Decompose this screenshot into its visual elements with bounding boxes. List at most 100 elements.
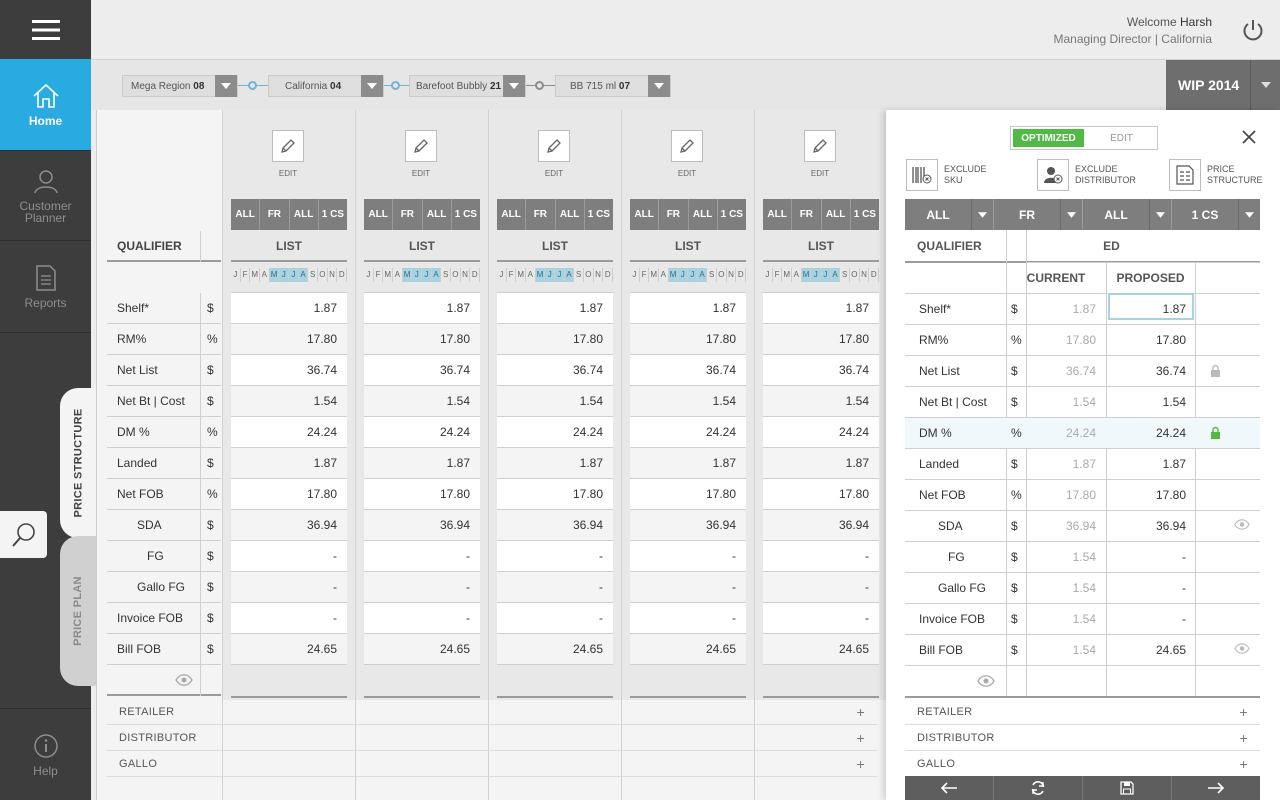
month-toggle[interactable]: A xyxy=(393,268,403,282)
month-toggle[interactable]: M xyxy=(801,268,812,282)
price-value-cell[interactable]: - xyxy=(497,603,613,634)
month-toggle[interactable]: A xyxy=(431,268,442,282)
proposed-value-input[interactable]: 1.54 xyxy=(1162,395,1186,409)
price-value-cell[interactable]: 36.94 xyxy=(763,510,879,541)
plus-icon[interactable]: + xyxy=(856,729,865,746)
month-toggle[interactable]: F xyxy=(241,268,251,282)
price-value-cell[interactable]: 24.24 xyxy=(231,417,347,448)
price-value-cell[interactable]: - xyxy=(630,541,746,572)
month-toggle[interactable]: O xyxy=(584,268,594,282)
price-value-cell[interactable]: 17.80 xyxy=(630,479,746,510)
proposed-value-input[interactable]: 24.65 xyxy=(1155,643,1186,657)
month-toggle[interactable]: A xyxy=(697,268,708,282)
price-value-cell[interactable]: 1.87 xyxy=(630,293,746,324)
month-toggle[interactable]: J xyxy=(289,268,299,282)
filter-brand[interactable]: Barefoot Bubbly 21 xyxy=(409,75,526,97)
mode-toggle[interactable]: OPTIMIZED EDIT xyxy=(1010,126,1158,150)
panel-section-distributor[interactable]: DISTRIBUTOR + xyxy=(905,725,1260,751)
price-value-cell[interactable]: 36.94 xyxy=(231,510,347,541)
segment-option[interactable]: 1 CS xyxy=(853,209,876,220)
price-value-cell[interactable]: 24.65 xyxy=(763,634,879,665)
segment-option[interactable]: FR xyxy=(526,199,556,230)
nav-customer-planner[interactable]: Customer Planner xyxy=(0,151,91,241)
panel-seg-all-1[interactable]: ALL xyxy=(905,199,994,230)
lock-icon[interactable] xyxy=(1210,364,1221,380)
month-toggle[interactable]: D xyxy=(869,268,880,282)
month-toggle[interactable]: D xyxy=(470,268,481,282)
price-value-cell[interactable]: 1.87 xyxy=(231,448,347,479)
exclude-distributor-button[interactable]: EXCLUDE DISTRIBUTOR xyxy=(1037,158,1136,192)
price-value-cell[interactable]: 24.24 xyxy=(630,417,746,448)
price-value-cell[interactable]: 36.94 xyxy=(630,510,746,541)
price-value-cell[interactable]: 24.65 xyxy=(630,634,746,665)
price-value-cell[interactable]: 24.24 xyxy=(364,417,480,448)
month-toggle[interactable]: N xyxy=(328,268,338,282)
price-value-cell[interactable]: 1.87 xyxy=(497,293,613,324)
toggle-edit[interactable]: EDIT xyxy=(1110,132,1133,144)
price-value-cell[interactable]: 1.87 xyxy=(364,293,480,324)
search-button[interactable] xyxy=(0,511,47,558)
section-retailer[interactable]: RETAILER + xyxy=(107,699,877,725)
next-button[interactable] xyxy=(1172,776,1260,800)
price-value-cell[interactable]: - xyxy=(364,603,480,634)
price-value-cell[interactable]: 36.74 xyxy=(231,355,347,386)
month-toggle[interactable]: A xyxy=(260,268,270,282)
filter-sku[interactable]: BB 715 ml 07 xyxy=(555,75,671,97)
price-value-cell[interactable]: 1.54 xyxy=(630,386,746,417)
price-value-cell[interactable]: 1.87 xyxy=(364,448,480,479)
panel-section-retailer[interactable]: RETAILER + xyxy=(905,699,1260,725)
nav-help[interactable]: Help xyxy=(0,708,91,800)
month-toggle[interactable]: S xyxy=(574,268,585,282)
price-value-cell[interactable]: - xyxy=(231,541,347,572)
month-toggle[interactable]: A xyxy=(792,268,802,282)
proposed-value-input[interactable]: 24.24 xyxy=(1155,426,1186,440)
month-toggle[interactable]: J xyxy=(422,268,432,282)
price-value-cell[interactable]: - xyxy=(497,572,613,603)
segment-option[interactable]: ALL xyxy=(364,199,394,230)
segment-option[interactable]: FR xyxy=(260,199,290,230)
price-value-cell[interactable]: 1.87 xyxy=(630,448,746,479)
proposed-value-input[interactable]: - xyxy=(1182,612,1186,626)
month-toggle[interactable]: M xyxy=(383,268,394,282)
plus-icon[interactable]: + xyxy=(1239,703,1248,720)
close-panel-button[interactable] xyxy=(1242,130,1256,147)
panel-section-gallo[interactable]: GALLO + xyxy=(905,751,1260,777)
price-value-cell[interactable]: - xyxy=(231,572,347,603)
month-toggle[interactable]: J xyxy=(545,268,556,282)
month-toggle[interactable]: F xyxy=(640,268,650,282)
month-toggle[interactable]: O xyxy=(850,268,860,282)
price-value-cell[interactable]: - xyxy=(763,603,879,634)
month-toggle[interactable]: J xyxy=(412,268,423,282)
proposed-value-input[interactable]: 1.87 xyxy=(1162,302,1186,316)
month-toggle[interactable]: S xyxy=(840,268,851,282)
filter-state[interactable]: California 04 xyxy=(268,75,384,97)
segment-option[interactable]: ALL xyxy=(556,199,585,230)
price-value-cell[interactable]: 24.24 xyxy=(763,417,879,448)
price-value-cell[interactable]: 1.54 xyxy=(231,386,347,417)
price-value-cell[interactable]: - xyxy=(364,572,480,603)
price-value-cell[interactable]: - xyxy=(497,541,613,572)
edit-button[interactable] xyxy=(671,130,703,162)
segment-option[interactable]: FR xyxy=(659,199,689,230)
price-value-cell[interactable]: 24.65 xyxy=(231,634,347,665)
price-value-cell[interactable]: - xyxy=(231,603,347,634)
price-value-cell[interactable]: 1.54 xyxy=(763,386,879,417)
price-value-cell[interactable]: 1.54 xyxy=(497,386,613,417)
segment-option[interactable]: 1 CS xyxy=(454,209,477,220)
plus-icon[interactable]: + xyxy=(856,703,865,720)
month-toggle[interactable]: N xyxy=(461,268,471,282)
segment-option[interactable]: FR xyxy=(792,199,822,230)
plus-icon[interactable]: + xyxy=(1239,755,1248,772)
month-toggle[interactable]: A xyxy=(659,268,669,282)
month-toggle[interactable]: J xyxy=(763,268,773,282)
month-toggle[interactable]: J xyxy=(811,268,822,282)
price-value-cell[interactable]: 17.80 xyxy=(231,324,347,355)
month-toggle[interactable]: F xyxy=(374,268,384,282)
month-toggle[interactable]: S xyxy=(308,268,319,282)
month-toggle[interactable]: A xyxy=(298,268,309,282)
segment-option[interactable]: ALL xyxy=(630,199,660,230)
proposed-value-input[interactable]: 36.94 xyxy=(1155,519,1186,533)
save-button[interactable] xyxy=(1083,776,1172,800)
segment-option[interactable]: ALL xyxy=(763,199,793,230)
proposed-value-input[interactable]: 17.80 xyxy=(1155,488,1186,502)
